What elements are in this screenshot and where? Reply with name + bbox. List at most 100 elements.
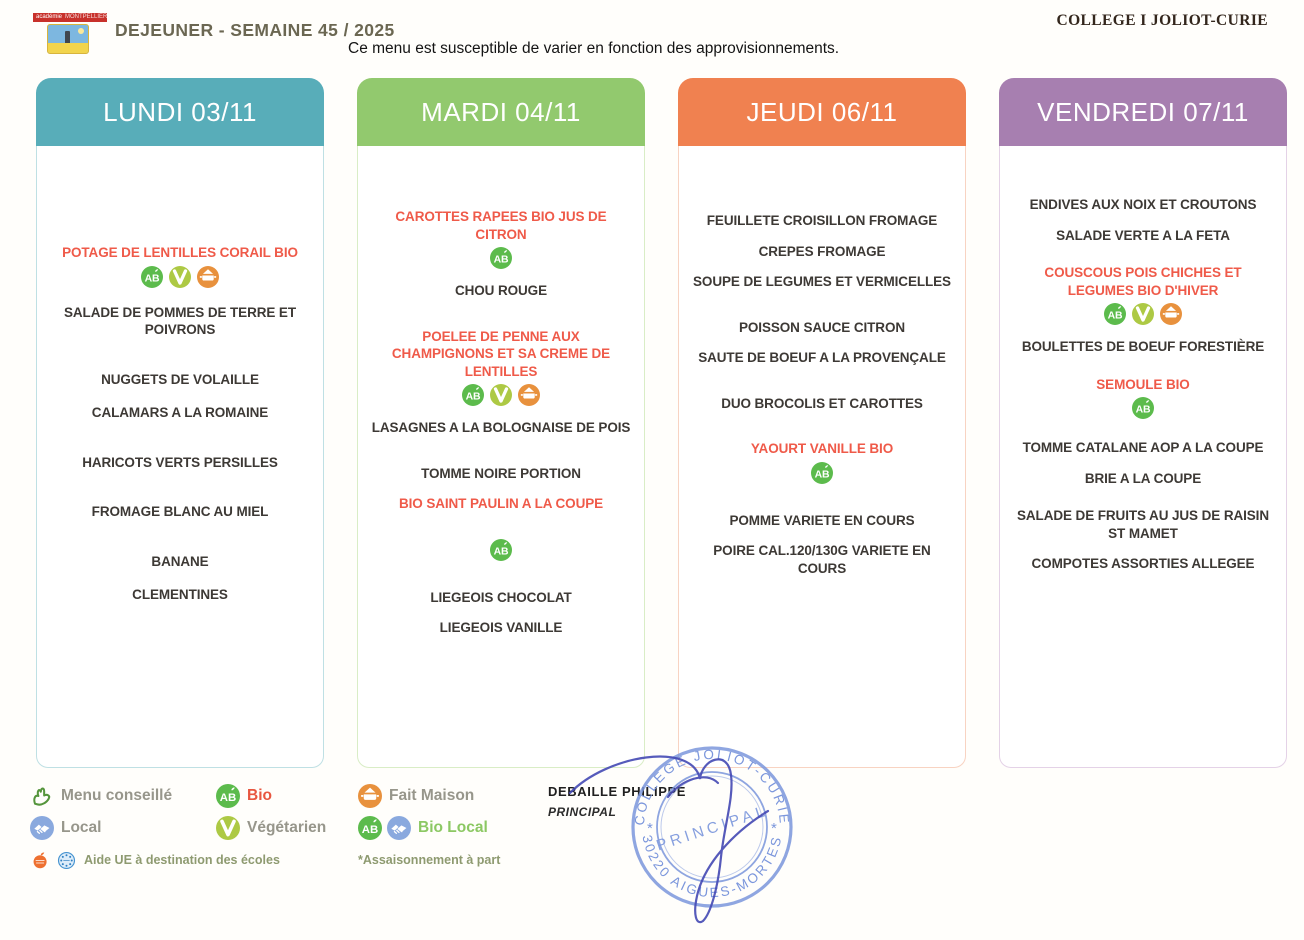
legend-icons: AB: [216, 784, 240, 808]
legend-item-menu-conseille: Menu conseillé: [30, 780, 280, 812]
menu-item-text: BOULETTES DE BOEUF FORESTIÈRE: [1021, 339, 1265, 355]
menu-item: LIEGEOIS VANILLE: [371, 619, 631, 637]
menu-item-text: FEUILLETE CROISILLON FROMAGE: [706, 213, 938, 228]
school-name: COLLEGE I JOLIOT-CURIE: [1056, 12, 1268, 29]
bio-icon: AB: [141, 265, 163, 288]
page-title: DEJEUNER - SEMAINE 45 / 2025: [115, 20, 395, 40]
menu-item: HARICOTS VERTS PERSILLES: [50, 454, 310, 472]
logo-ville-text: MONTPELLIER: [65, 14, 107, 20]
legend-item-fait-maison: Fait Maison: [358, 780, 500, 812]
menu-item-text: NUGGETS DE VOLAILLE: [101, 371, 259, 387]
menu-item-text: FROMAGE BLANC AU MIEL: [91, 504, 269, 520]
bio-icon: AB: [1132, 397, 1154, 420]
menu-conseille-icon: [30, 784, 54, 808]
menu-item: POTAGE DE LENTILLES CORAIL BIO AB: [50, 244, 310, 288]
menu-item: TOMME CATALANE AOP A LA COUPE: [1013, 439, 1273, 457]
vegetarian-icon: [216, 816, 240, 840]
course-group: POTAGE DE LENTILLES CORAIL BIO AB SALADE D…: [50, 244, 310, 339]
menu-item-text: TOMME NOIRE PORTION: [421, 465, 581, 481]
menu-item: LIEGEOIS CHOCOLAT: [371, 589, 631, 607]
menu-item-text: CAROTTES RAPEES BIO JUS DE CITRON: [395, 209, 607, 242]
menu-item-text: CHOU ROUGE: [454, 283, 547, 299]
legend-icons: [358, 784, 382, 808]
day-menu-body: CAROTTES RAPEES BIO JUS DE CITRON AB CHOU …: [357, 146, 645, 768]
item-icon-row: AB: [371, 247, 631, 270]
menu-item: TOMME NOIRE PORTION: [371, 465, 631, 483]
bio-icon: AB: [462, 384, 484, 407]
menu-item-text: BRIE A LA COUPE: [1084, 470, 1202, 486]
menu-column-vendredi: VENDREDI 07/11 ENDIVES AUX NOIX ET CROUTO…: [999, 78, 1287, 768]
legend-item-vegetarien: Végétarien: [216, 812, 326, 844]
menu-item-text: POISSON SAUCE CITRON: [738, 319, 906, 335]
bio-icon: AB: [358, 816, 382, 840]
principal-role: PRINCIPAL: [548, 805, 617, 819]
item-icon-row: AB: [371, 384, 631, 407]
course-group: POMME VARIETE EN COURS POIRE CAL.120/130G…: [692, 512, 952, 578]
menu-column-jeudi: JEUDI 06/11 FEUILLETE CROISILLON FROMAGE C…: [678, 78, 966, 768]
menu-item: SOUPE DE LEGUMES ET VERMICELLES: [692, 273, 952, 291]
course-group: POELEE DE PENNE AUX CHAMPIGNONS ET SA CR…: [371, 328, 631, 437]
aide-ue-fruit-icon: [30, 850, 51, 871]
day-header-label: VENDREDI 07/11: [1037, 96, 1249, 127]
legend-label: Fait Maison: [389, 787, 475, 804]
menu-item: NUGGETS DE VOLAILLE: [50, 371, 310, 389]
menu-item-text: SALADE DE POMMES DE TERRE ET POIVRONS: [64, 304, 296, 338]
item-icon-row: AB: [692, 461, 952, 484]
legend-item-bio-local: AB Bio Local: [358, 812, 500, 844]
aide-ue-eu-icon: [56, 850, 77, 871]
menu-item-text: POMME VARIETE EN COURS: [729, 512, 915, 528]
signature-scribble: [568, 755, 770, 924]
menu-item-text: BANANE: [151, 553, 209, 569]
svg-text:AB: AB: [220, 792, 236, 804]
item-icon-row: AB: [1013, 397, 1273, 420]
bio-icon: AB: [490, 247, 512, 270]
course-group: SALADE DE FRUITS AU JUS DE RAISIN ST MAM…: [1013, 507, 1273, 573]
legend-icons: AB: [358, 816, 411, 840]
course-group: TOMME NOIRE PORTION BIO SAINT PAULIN A LA…: [371, 465, 631, 561]
crest-sea: [48, 43, 88, 53]
day-menu-body: FEUILLETE CROISILLON FROMAGE CREPES FROMA…: [678, 146, 966, 768]
menu-item: CALAMARS A LA ROMAINE: [50, 404, 310, 422]
menu-item: DUO BROCOLIS ET CAROTTES: [692, 395, 952, 413]
menu-item: SEMOULE BIO AB: [1013, 376, 1273, 420]
legend-label: Menu conseillé: [61, 787, 173, 804]
menu-item-text: SALADE DE FRUITS AU JUS DE RAISIN ST MAM…: [1017, 508, 1269, 541]
local-icon: [387, 816, 411, 840]
menu-item: LASAGNES A LA BOLOGNAISE DE POIS: [371, 419, 631, 437]
menu-item: ENDIVES AUX NOIX ET CROUTONS: [1013, 196, 1273, 214]
legend-item-local: Local: [30, 812, 280, 844]
svg-text:AB: AB: [1108, 311, 1123, 322]
menu-item: BOULETTES DE BOEUF FORESTIÈRE: [1013, 338, 1273, 356]
stamp-bottom-text: 30220 AIGUES-MORTES: [639, 834, 782, 901]
menu-item-text: CREPES FROMAGE: [758, 243, 886, 259]
vegetarian-icon: [490, 384, 512, 407]
day-header-jeudi: JEUDI 06/11: [678, 78, 966, 146]
menu-item-text: POTAGE DE LENTILLES CORAIL BIO: [62, 245, 298, 260]
menu-item: BANANE: [50, 553, 310, 571]
svg-text:AB: AB: [466, 392, 481, 403]
bio-icon: AB: [811, 461, 833, 484]
legend-item-assaisonnement: *Assaisonnement à part: [358, 844, 500, 876]
menu-item: SALADE VERTE A LA FETA: [1013, 227, 1273, 245]
fait-maison-icon: [197, 265, 219, 288]
menu-item: SALADE DE FRUITS AU JUS DE RAISIN ST MAM…: [1013, 507, 1273, 542]
svg-text:AB: AB: [494, 546, 509, 557]
menu-item: POISSON SAUCE CITRON: [692, 319, 952, 337]
bio-icon: AB: [216, 784, 240, 808]
item-icon-row: AB: [371, 538, 631, 561]
menu-column-lundi: LUNDI 03/11 POTAGE DE LENTILLES CORAIL BI…: [36, 78, 324, 768]
menu-item-text: POIRE CAL.120/130G VARIETE EN COURS: [713, 543, 931, 576]
day-header-label: LUNDI 03/11: [103, 96, 257, 127]
course-group: FROMAGE BLANC AU MIEL: [50, 503, 310, 521]
legend-label: Végétarien: [247, 819, 327, 836]
menu-item: FEUILLETE CROISILLON FROMAGE: [692, 212, 952, 230]
svg-text:30220 AIGUES-MORTES: 30220 AIGUES-MORTES: [639, 834, 784, 901]
menu-item: POIRE CAL.120/130G VARIETE EN COURS: [692, 542, 952, 577]
menu-item: COMPOTES ASSORTIES ALLEGEE: [1013, 555, 1273, 573]
legend-column-3: Fait Maison AB Bio Local *Assaisonnement…: [358, 780, 500, 876]
course-group: COUSCOUS POIS CHICHES ET LEGUMES BIO D'H…: [1013, 264, 1273, 356]
menu-item-text: SEMOULE BIO: [1096, 376, 1190, 392]
course-group: LIEGEOIS CHOCOLAT LIEGEOIS VANILLE: [371, 589, 631, 637]
menu-columns: LUNDI 03/11 POTAGE DE LENTILLES CORAIL BI…: [36, 78, 1287, 768]
